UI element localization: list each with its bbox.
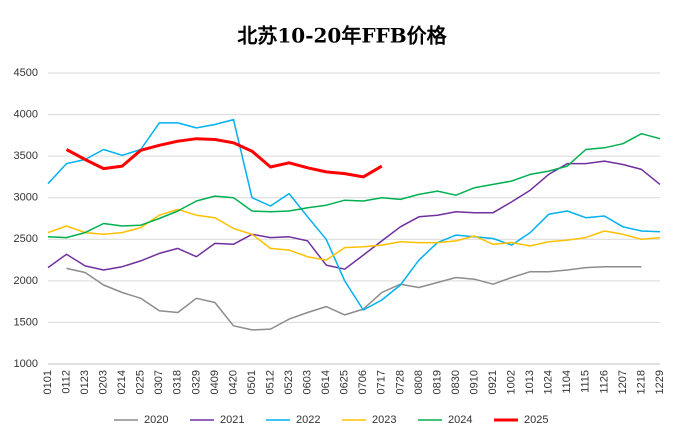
x-tick-label: 1104 [561, 370, 573, 394]
x-tick-label: 0225 [135, 370, 147, 394]
x-tick-label: 0830 [450, 370, 462, 394]
x-tick-label: 0214 [116, 370, 128, 394]
x-tick-label: 0603 [302, 370, 314, 394]
x-tick-label: 0501 [246, 370, 258, 394]
x-tick-label: 0808 [413, 370, 425, 394]
x-tick-label: 0101 [42, 370, 54, 394]
x-tick-label: 0717 [376, 370, 388, 394]
x-tick-label: 1218 [635, 370, 647, 394]
series-line [47, 118, 661, 311]
x-tick-label: 1013 [524, 370, 536, 394]
legend-label: 2023 [372, 414, 396, 426]
y-tick-label: 2000 [14, 275, 38, 287]
x-tick-label: 0910 [468, 370, 480, 394]
legend-label: 2024 [448, 414, 472, 426]
x-tick-label: 0203 [98, 370, 110, 394]
series-line [65, 137, 383, 179]
chart-title: 北苏10-20年FFB价格 [237, 24, 447, 48]
x-tick-label: 0420 [227, 370, 239, 394]
y-tick-label: 1500 [14, 316, 38, 328]
x-tick-label: 0329 [190, 370, 202, 394]
x-tick-label: 0819 [431, 370, 443, 394]
x-tick-label: 0706 [357, 370, 369, 394]
legend-label: 2021 [220, 414, 244, 426]
series-line [66, 265, 642, 331]
x-tick-label: 1002 [506, 370, 518, 394]
series-line [47, 160, 661, 271]
x-tick-label: 0307 [153, 370, 165, 394]
y-tick-label: 4000 [14, 108, 38, 120]
x-tick-label: 1126 [598, 370, 610, 394]
x-tick-label: 1229 [654, 370, 666, 394]
x-tick-label: 0728 [394, 370, 406, 394]
x-tick-label: 0512 [264, 370, 276, 394]
y-tick-label: 3000 [14, 192, 38, 204]
legend-label: 2020 [144, 414, 168, 426]
series-line [47, 208, 661, 261]
y-tick-label: 4500 [14, 67, 38, 79]
x-tick-label: 1024 [543, 370, 555, 394]
x-tick-label: 1207 [617, 370, 629, 394]
x-tick-label: 1115 [580, 370, 592, 393]
x-tick-label: 0318 [172, 370, 184, 394]
series-line [47, 132, 661, 239]
x-tick-label: 0409 [209, 370, 221, 394]
x-tick-label: 0112 [60, 370, 72, 394]
x-tick-label: 0123 [79, 370, 91, 394]
y-tick-label: 3500 [14, 150, 38, 162]
y-tick-label: 1000 [14, 358, 38, 370]
x-tick-label: 0523 [283, 370, 295, 394]
y-tick-label: 2500 [14, 233, 38, 245]
x-tick-label: 0625 [339, 370, 351, 394]
x-tick-label: 0614 [320, 370, 332, 394]
x-tick-label: 0921 [487, 370, 499, 394]
legend-label: 2022 [296, 414, 320, 426]
legend-label: 2025 [524, 414, 548, 426]
